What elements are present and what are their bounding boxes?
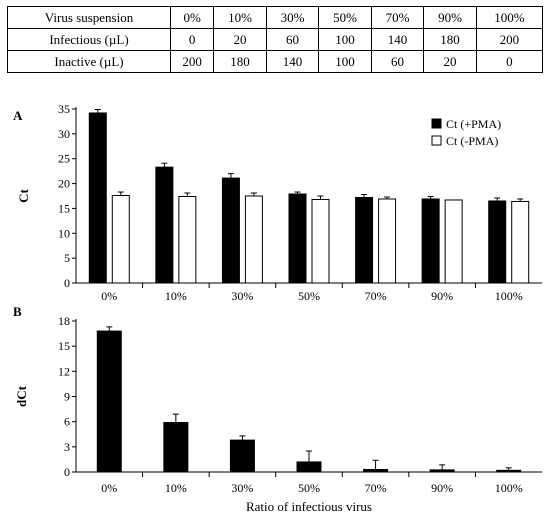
y-tick-label: 10: [58, 226, 70, 240]
y-tick-label: 0: [64, 276, 70, 290]
bar: [421, 198, 440, 284]
legend-label: Ct (+PMA): [446, 117, 501, 131]
y-tick-label: 3: [64, 440, 70, 454]
y-tick-label: 20: [58, 177, 70, 191]
x-axis-label: Ratio of infectious virus: [246, 499, 372, 514]
x-tick-label: 10%: [165, 289, 187, 303]
table-cell: 200: [475, 28, 544, 51]
y-tick-label: 5: [64, 251, 70, 265]
panel-label: B: [13, 304, 22, 319]
y-axis-label: Ct: [16, 188, 31, 202]
y-tick-label: 35: [58, 102, 70, 116]
bar: [111, 195, 130, 284]
bar: [244, 195, 263, 284]
x-tick-label: 90%: [431, 481, 453, 495]
bar: [155, 166, 174, 284]
x-tick-label: 0%: [101, 289, 117, 303]
x-tick-label: 50%: [298, 481, 320, 495]
bar: [444, 199, 463, 284]
x-tick-label: 0%: [101, 481, 117, 495]
bar: [288, 193, 307, 284]
y-tick-label: 30: [58, 127, 70, 141]
x-tick-label: 100%: [495, 289, 523, 303]
y-tick-label: 12: [58, 364, 70, 378]
bar: [178, 195, 197, 284]
bar: [511, 200, 530, 284]
legend-label: Ct (-PMA): [446, 134, 498, 148]
x-tick-label: 30%: [231, 481, 253, 495]
table-cell: 180: [213, 50, 267, 73]
bar: [355, 196, 374, 284]
bar: [88, 112, 107, 284]
bar: [163, 422, 189, 473]
x-tick-label: 10%: [165, 481, 187, 495]
bar: [429, 469, 455, 473]
x-tick-label: 30%: [231, 289, 253, 303]
bar: [363, 468, 389, 473]
bar: [488, 200, 507, 284]
bar: [378, 198, 397, 284]
y-axis-label: dCt: [14, 385, 29, 407]
sample-composition-table: Virus suspension 0% 10% 30% 50% 70% 90% 100% Inf…: [7, 6, 544, 73]
table-cell: 200: [169, 50, 215, 73]
table-cell: 20: [423, 50, 477, 73]
y-tick-label: 0: [64, 465, 70, 479]
panel-label: A: [13, 108, 23, 123]
table-cell: 0: [475, 50, 544, 73]
y-tick-label: 15: [58, 339, 70, 353]
table-cell: 100: [318, 50, 372, 73]
bar: [311, 198, 330, 284]
table-row: Inactive (µL) 200 180 140 100 60 20 0: [7, 50, 544, 73]
bar: [229, 439, 255, 473]
y-tick-label: 6: [64, 415, 70, 429]
x-tick-label: 50%: [298, 289, 320, 303]
x-tick-label: 70%: [365, 481, 387, 495]
y-tick-label: 25: [58, 152, 70, 166]
x-tick-label: 100%: [495, 481, 523, 495]
legend-swatch: [431, 135, 442, 146]
legend-swatch: [431, 118, 442, 129]
bar: [221, 177, 240, 284]
bar: [296, 461, 322, 473]
table-cell: 140: [265, 50, 320, 73]
table-row-label: Inactive (µL): [7, 50, 171, 73]
y-tick-label: 15: [58, 201, 70, 215]
bar: [496, 469, 522, 473]
bar: [96, 330, 122, 473]
y-tick-label: 18: [58, 314, 70, 328]
x-tick-label: 70%: [365, 289, 387, 303]
table-row: Virus suspension 0% 10% 30% 50% 70% 90% 100%: [7, 6, 544, 29]
y-tick-label: 9: [64, 390, 70, 404]
x-tick-label: 90%: [431, 289, 453, 303]
table-cell: 50%: [318, 6, 372, 29]
table-cell: 60: [370, 50, 425, 73]
